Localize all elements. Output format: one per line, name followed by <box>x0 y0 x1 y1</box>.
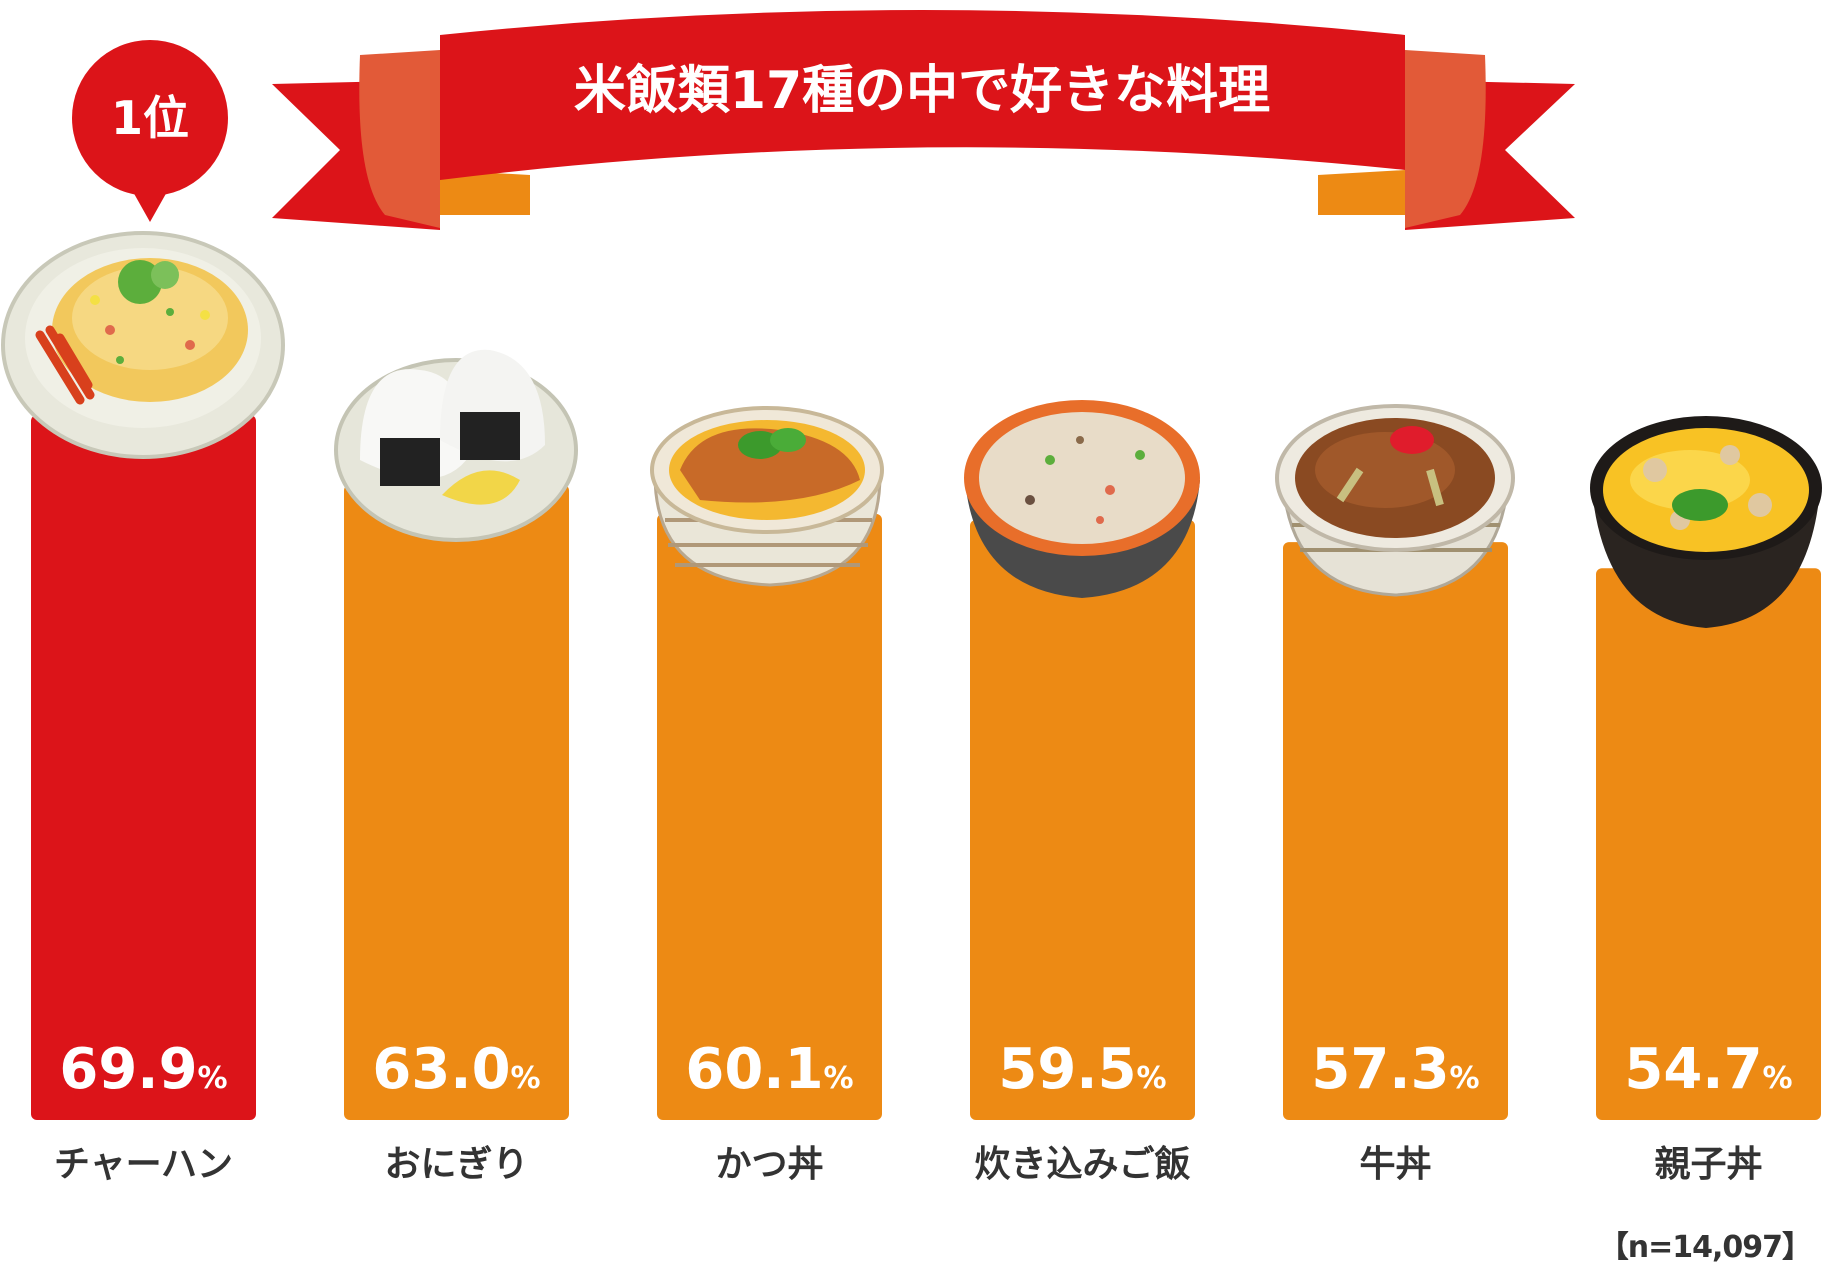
value-labels-group: 69.9% 63.0% 60.1% 59.5% 57.3% 54.7% <box>59 1037 1792 1102</box>
bars-group <box>31 415 1821 1120</box>
category-label-1: チャーハン <box>54 1144 233 1185</box>
value-label-4: 59.5% <box>998 1037 1166 1102</box>
category-labels-group: チャーハン おにぎり かつ丼 炊き込みご飯 牛丼 親子丼 <box>54 1144 1762 1185</box>
rank-badge: 1位 <box>72 40 228 222</box>
value-label-5: 57.3% <box>1311 1037 1479 1102</box>
ribbon-right-fold-icon <box>1405 50 1486 228</box>
value-label-6: 54.7% <box>1624 1037 1792 1102</box>
onigiri-plate-icon <box>334 349 578 542</box>
bar-1 <box>31 415 256 1120</box>
value-label-1: 69.9% <box>59 1037 227 1102</box>
category-label-2: おにぎり <box>384 1144 528 1185</box>
dish-illustrations <box>1 231 1822 628</box>
takikomi-gohan-bowl-icon <box>964 400 1200 598</box>
bar-6 <box>1596 568 1821 1120</box>
rank-badge-label: 1位 <box>111 91 189 145</box>
gyudon-bowl-icon <box>1275 404 1515 597</box>
category-label-3: かつ丼 <box>715 1144 823 1185</box>
ribbon-left-fold-icon <box>359 50 440 228</box>
bar-2 <box>344 484 569 1120</box>
category-label-4: 炊き込みご飯 <box>974 1144 1190 1185</box>
bar-5 <box>1283 542 1508 1120</box>
fried-rice-plate-icon <box>1 231 285 459</box>
title-ribbon: 米飯類17種の中で好きな料理 <box>272 10 1575 230</box>
sample-size-note: 【n=14,097】 <box>1598 1230 1812 1265</box>
bar-4 <box>970 519 1195 1120</box>
oyakodon-bowl-icon <box>1590 416 1822 628</box>
category-label-6: 親子丼 <box>1654 1144 1762 1185</box>
ribbon-left-shadow-icon <box>440 170 530 215</box>
chart-title: 米飯類17種の中で好きな料理 <box>574 61 1270 121</box>
ribbon-main-icon <box>440 10 1405 180</box>
ribbon-right-shadow-icon <box>1318 170 1405 215</box>
value-label-3: 60.1% <box>685 1037 853 1102</box>
category-label-5: 牛丼 <box>1359 1144 1431 1185</box>
katsudon-bowl-icon <box>650 406 884 587</box>
bar-3 <box>657 513 882 1120</box>
value-label-2: 63.0% <box>372 1037 540 1102</box>
